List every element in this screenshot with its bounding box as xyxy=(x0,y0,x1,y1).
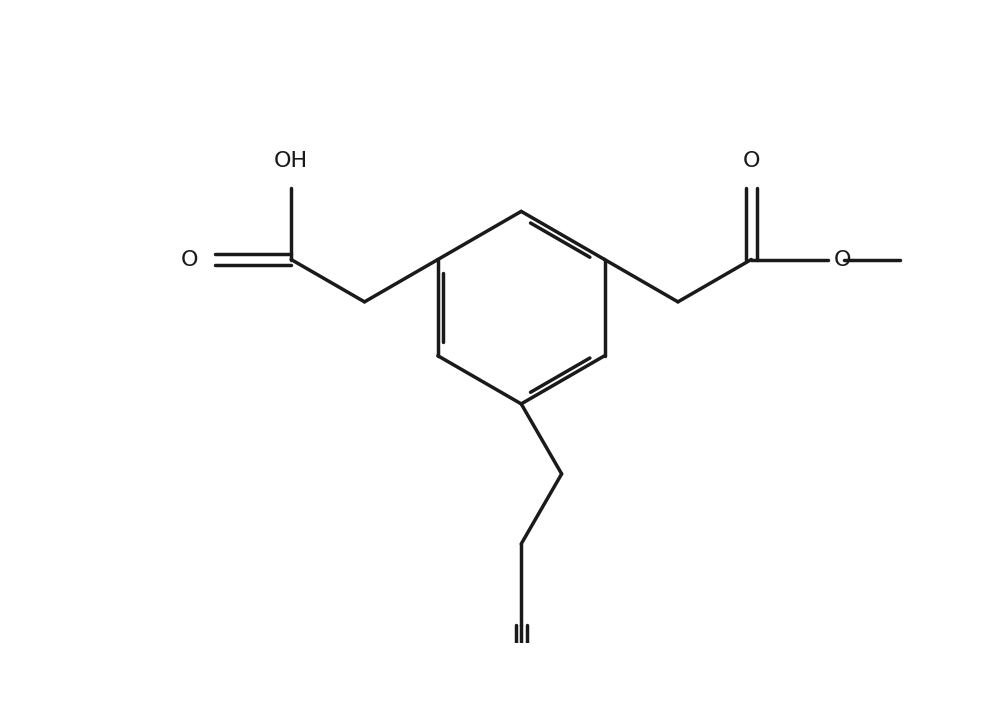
Text: O: O xyxy=(743,151,760,170)
Text: OH: OH xyxy=(274,151,308,170)
Text: O: O xyxy=(834,250,851,269)
Text: O: O xyxy=(180,250,198,269)
